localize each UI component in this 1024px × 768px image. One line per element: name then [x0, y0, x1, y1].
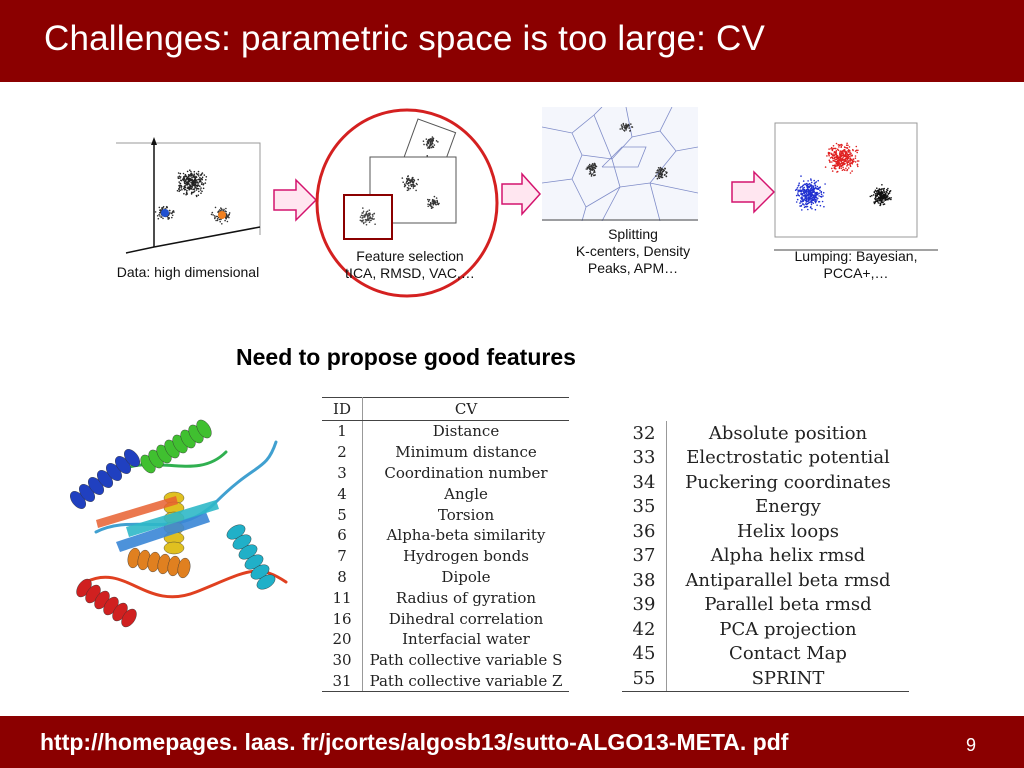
table-row: 45 Contact Map [622, 641, 909, 666]
table-row: 39 Parallel beta rmsd [622, 592, 909, 617]
cv-name-cell: Coordination number [384, 463, 548, 482]
table-row: 42 PCA projection [622, 617, 909, 642]
cv-id-cell: 2 [322, 441, 363, 463]
cv-name-cell: Helix loops [737, 520, 839, 542]
table-row: 3 Coordination number [322, 462, 569, 484]
cv-id-cell: 34 [622, 470, 667, 495]
protein-structure-image [70, 419, 288, 628]
cv-table-left: ID CV 1 Distance 2 Minimum distance 3 Coordin… [322, 397, 569, 693]
cv-id-cell: 33 [622, 445, 667, 470]
caption-splitting: Splitting K-centers, Density Peaks, APM… [575, 226, 691, 276]
data-scatter-figure [116, 137, 261, 254]
cv-id-cell: 42 [622, 617, 667, 642]
blue-center-point [161, 209, 169, 217]
cv-name-cell: Contact Map [729, 643, 847, 665]
table-row: 6 Alpha-beta similarity [322, 524, 569, 546]
cv-name-cell: Interfacial water [402, 630, 530, 649]
column-header-id: ID [322, 397, 363, 421]
caption-lumping: Lumping: Bayesian, PCCA+,… [794, 248, 918, 281]
cv-name-cell: Alpha-beta similarity [386, 526, 546, 545]
cv-id-cell: 7 [322, 545, 363, 567]
cv-name-cell: Hydrogen bonds [403, 547, 529, 566]
cv-name-cell: PCA projection [719, 618, 857, 640]
table-header-row: ID CV [322, 397, 569, 421]
cv-name-cell: Alpha helix rmsd [710, 545, 866, 567]
arrow-icon [273, 178, 318, 222]
cv-name-cell: Puckering coordinates [685, 471, 891, 493]
cv-id-cell: 39 [622, 592, 667, 617]
highlight-circle [315, 108, 499, 298]
table-row: 5 Torsion [322, 504, 569, 525]
cv-id-cell: 38 [622, 568, 667, 593]
table-row: 55 SPRINT [622, 666, 909, 692]
cv-name-cell: Path collective variable S [369, 651, 563, 670]
cv-id-cell: 1 [322, 420, 363, 442]
footer-source-url: http://homepages. laas. fr/jcortes/algos… [40, 729, 789, 755]
cv-id-cell: 5 [322, 504, 363, 525]
caption-feature-selection: Feature selection tICA, RMSD, VAC,… [345, 248, 475, 281]
cv-id-cell: 55 [622, 666, 667, 692]
table-row: 34 Puckering coordinates [622, 470, 909, 495]
cv-name-cell: Minimum distance [395, 443, 537, 462]
table-row: 11 Radius of gyration [322, 587, 569, 609]
cv-id-cell: 31 [322, 670, 363, 693]
table-row: 31 Path collective variable Z [322, 670, 569, 693]
cv-name-cell: Parallel beta rmsd [704, 594, 872, 616]
cv-id-cell: 32 [622, 421, 667, 446]
blue-helix [70, 449, 140, 509]
cv-name-cell: Antiparallel beta rmsd [685, 569, 891, 591]
cv-id-cell: 30 [322, 649, 363, 671]
cv-id-cell: 20 [322, 628, 363, 650]
table-row: 4 Angle [322, 483, 569, 505]
cv-name-cell: Path collective variable Z [362, 670, 569, 693]
cv-name-cell: SPRINT [666, 666, 909, 692]
splitting-voronoi-figure [542, 107, 698, 221]
cv-id-cell: 11 [322, 587, 363, 609]
table-row: 30 Path collective variable S [322, 649, 569, 671]
cv-id-cell: 16 [322, 608, 363, 629]
cv-id-cell: 4 [322, 483, 363, 505]
cv-id-cell: 37 [622, 543, 667, 568]
arrow-icon [501, 172, 542, 216]
cv-id-cell: 45 [622, 641, 667, 666]
table-row: 16 Dihedral correlation [322, 608, 569, 629]
table-row: 37 Alpha helix rmsd [622, 543, 909, 568]
cv-name-cell: Dipole [441, 567, 491, 586]
cv-id-cell: 3 [322, 462, 363, 484]
lumping-clusters-figure [774, 122, 938, 251]
cv-name-cell: Absolute position [708, 422, 868, 444]
cv-table-right: 32 Absolute position 33 Electrostatic poten… [622, 421, 909, 692]
table-row: 20 Interfacial water [322, 628, 569, 650]
orange-center-point [218, 211, 226, 219]
cv-id-cell: 8 [322, 566, 363, 588]
cv-name-cell: Distance [432, 422, 500, 441]
slide-title: Challenges: parametric space is too larg… [44, 19, 766, 58]
cv-name-cell: Electrostatic potential [686, 447, 890, 469]
cv-id-cell: 35 [622, 494, 667, 519]
table-row: 2 Minimum distance [322, 441, 569, 463]
table-row: 33 Electrostatic potential [622, 445, 909, 470]
cv-id-cell: 6 [322, 524, 363, 546]
page-number: 9 [965, 735, 976, 755]
table-row: 7 Hydrogen bonds [322, 545, 569, 567]
table-row: 36 Helix loops [622, 519, 909, 544]
feature-selection-figure [315, 108, 499, 298]
table-row: 8 Dipole [322, 566, 569, 588]
caption-data: Data: high dimensional [116, 264, 260, 280]
table-row: 32 Absolute position [622, 421, 909, 446]
table-row: 35 Energy [622, 494, 909, 519]
footer-bar: http://homepages. laas. fr/jcortes/algos… [0, 716, 1024, 768]
subheading: Need to propose good features [236, 344, 576, 370]
cv-id-cell: 36 [622, 519, 667, 544]
column-header-cv: CV [362, 397, 569, 421]
table-row: 1 Distance [322, 420, 569, 442]
cv-name-cell: Energy [755, 496, 821, 518]
title-bar: Challenges: parametric space is too larg… [0, 0, 1024, 82]
cv-name-cell: Radius of gyration [395, 588, 537, 607]
cv-name-cell: Angle [444, 484, 488, 503]
arrow-icon [731, 170, 776, 214]
cv-name-cell: Dihedral correlation [388, 609, 544, 628]
cv-name-cell: Torsion [437, 505, 495, 524]
table-row: 38 Antiparallel beta rmsd [622, 568, 909, 593]
